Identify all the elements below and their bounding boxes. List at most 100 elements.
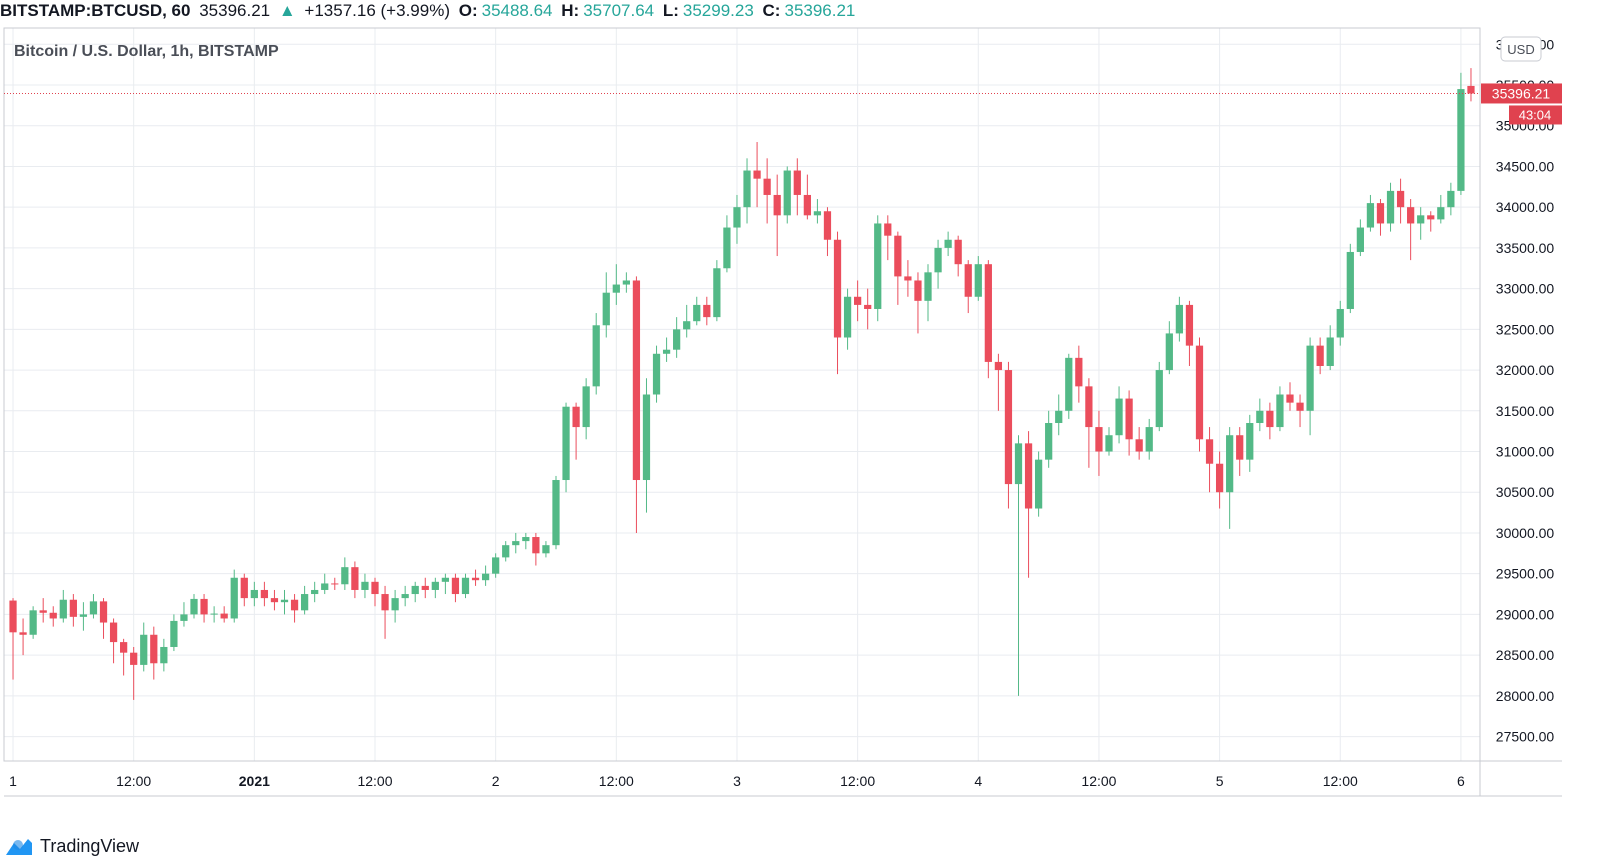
candle-body [1125,398,1133,440]
candle-down [1205,427,1214,493]
candle-body [552,480,560,546]
time-tick-label: 3 [733,773,741,789]
candle-down [381,585,389,639]
candle-body [572,406,580,428]
candle-up [1326,325,1334,371]
price-axis-labels[interactable]: 27500.00 28000.00 28500.00 29000.00 29500.00… [1496,36,1555,744]
candle-down [833,231,842,375]
candle-up [502,541,510,562]
candle-body [170,620,178,647]
candle-up [210,606,218,623]
candle-body [99,601,108,623]
candle-body [864,304,872,309]
candle-body [1386,190,1395,224]
candle-up [1165,321,1173,375]
candle-down [1004,361,1013,509]
candle-down [331,577,339,590]
candle-down [1266,402,1274,440]
candle-body [693,304,701,322]
candle-body [230,577,238,619]
symbol-name[interactable]: BITSTAMP:BTCUSD, 60 [0,1,191,20]
candle-down [39,598,47,623]
candle-body [1115,398,1123,436]
candle-up [230,569,238,623]
candle-up [492,553,500,578]
candle-up [300,585,309,615]
candle-up [1276,386,1284,432]
change-arrow-icon: ▲ [278,1,296,20]
candle-down [1427,211,1435,232]
candle-up [1306,337,1314,436]
candle-body [622,280,630,285]
price-tick-label: 33500.00 [1496,240,1555,256]
candle-body [401,594,409,599]
candle-up [934,239,942,289]
candle-body [904,276,912,281]
candle-body [461,577,470,595]
open-label: O: [458,1,478,20]
time-tick-label: 12:00 [1081,773,1116,789]
low-label: L: [662,1,679,20]
candle-body [200,598,208,615]
candle-down [471,569,480,586]
time-axis-labels[interactable]: 1 12:00 2021 12:00 2 12:00 3 12:00 4 12:00 5 12:00 6 [9,773,1465,789]
candle-up [1115,386,1123,444]
candle-down [964,260,972,314]
candle-up [713,260,721,322]
candle-up [160,638,168,672]
candle-body [300,594,309,611]
candle-down [864,288,872,330]
candle-body [502,545,510,558]
candle-up [190,594,198,619]
candle-down [753,142,761,208]
candle-body [49,612,57,619]
candle-up [1356,219,1364,257]
time-tick-label: 12:00 [116,773,151,789]
candle-down [763,158,771,224]
candle-up [1105,427,1113,456]
candle-up [1437,194,1445,224]
candle-down [1195,337,1204,452]
time-tick-label: 12:00 [599,773,634,789]
candle-body [240,577,248,599]
candle-up [562,402,570,493]
candle-up [743,158,751,224]
candle-body [481,573,490,581]
candle-up [1226,427,1234,529]
price-tick-label: 29000.00 [1496,606,1555,622]
candle-body [140,634,148,665]
candle-up [1045,410,1053,468]
candle-body [934,247,942,273]
candle-body [1407,207,1415,224]
candle-up [974,256,982,301]
candle-body [150,634,158,664]
candle-body [1316,345,1324,366]
candle-down [984,260,992,379]
candle-body [733,207,741,228]
price-tick-label: 32500.00 [1496,321,1555,337]
candle-body [260,589,269,599]
candle-body [79,614,88,617]
candle-body [280,599,289,603]
candle-up [602,272,610,338]
candle-down [1286,382,1294,411]
candlestick-chart[interactable]: 27500.00 28000.00 28500.00 29000.00 29500.00… [0,0,1612,834]
candle-body [441,577,450,582]
candle-body [431,581,439,590]
tradingview-brand[interactable]: TradingView [4,834,139,858]
candle-body [1236,435,1244,460]
candle-body [1336,308,1344,338]
currency-button[interactable]: USD [1500,36,1542,62]
candle-body [471,577,480,581]
close-value: 35396.21 [784,1,856,20]
candle-body [1175,304,1184,334]
candle-up [542,541,550,558]
candle-up [1346,243,1354,314]
price-tick-label: 34500.00 [1496,158,1555,174]
candle-body [1437,207,1445,220]
candle-body [1165,333,1173,371]
candle-body [421,585,429,590]
candle-down [793,158,801,216]
candle-down [451,573,460,603]
currency-label: USD [1507,42,1534,57]
